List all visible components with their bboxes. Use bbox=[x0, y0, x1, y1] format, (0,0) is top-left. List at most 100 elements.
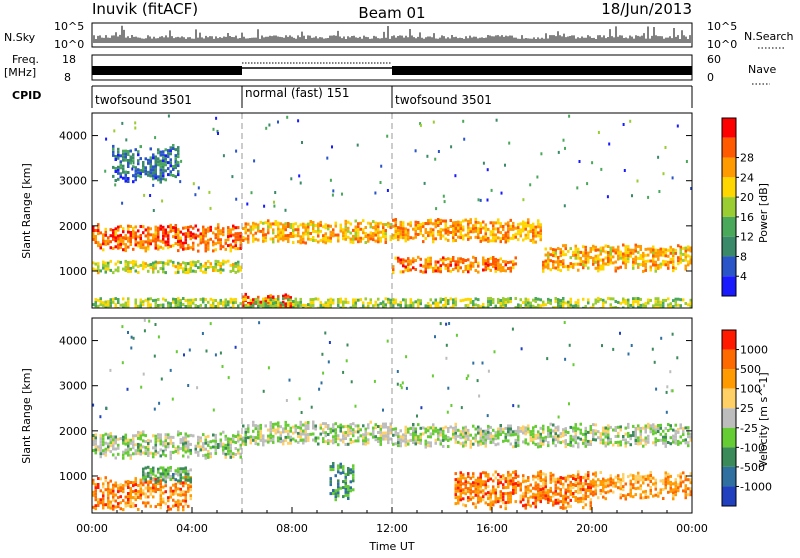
velocity-cell bbox=[534, 487, 537, 491]
velocity-cell bbox=[612, 347, 615, 351]
power-cell bbox=[187, 225, 190, 229]
power-cell bbox=[152, 174, 155, 178]
velocity-cell bbox=[537, 495, 540, 499]
power-cell bbox=[562, 306, 565, 308]
power-cell bbox=[94, 268, 97, 272]
power-cell bbox=[687, 245, 690, 249]
power-cell bbox=[434, 263, 437, 267]
power-cell bbox=[364, 306, 367, 308]
power-cell bbox=[667, 266, 670, 270]
velocity-cell bbox=[532, 435, 535, 439]
velocity-cell bbox=[644, 436, 647, 440]
power-cell bbox=[252, 236, 255, 240]
power-cell bbox=[424, 228, 427, 231]
velocity-cell bbox=[192, 434, 195, 438]
power-cell bbox=[659, 306, 662, 308]
velocity-cell bbox=[622, 435, 625, 438]
power-cell bbox=[507, 239, 510, 243]
velocity-cell bbox=[512, 470, 515, 474]
power-cell bbox=[634, 246, 637, 250]
power-cell bbox=[289, 305, 292, 308]
power-cell bbox=[162, 174, 165, 178]
power-cell bbox=[319, 229, 322, 233]
velocity-cell bbox=[217, 446, 220, 449]
velocity-cell bbox=[107, 445, 110, 449]
power-cell bbox=[632, 300, 635, 304]
velocity-cell bbox=[369, 432, 372, 436]
velocity-cell bbox=[544, 438, 547, 442]
velocity-cell bbox=[127, 480, 130, 483]
velocity-cell bbox=[349, 480, 352, 484]
power-cell bbox=[424, 222, 427, 225]
power-cell bbox=[474, 217, 477, 221]
velocity-cell bbox=[182, 493, 185, 497]
velocity-cell bbox=[549, 428, 552, 432]
power-cell bbox=[477, 221, 480, 225]
power-cell bbox=[562, 138, 565, 142]
power-cell bbox=[464, 233, 467, 237]
velocity-cell bbox=[92, 505, 95, 509]
power-cell bbox=[194, 270, 197, 274]
power-cell bbox=[102, 248, 105, 252]
power-cell bbox=[139, 169, 142, 173]
power-cell bbox=[209, 265, 212, 269]
power-cell bbox=[124, 237, 127, 241]
velocity-cell bbox=[674, 487, 677, 491]
power-cell bbox=[187, 271, 190, 275]
velocity-cell bbox=[619, 484, 622, 488]
velocity-cell bbox=[342, 465, 345, 469]
power-cell bbox=[152, 267, 155, 271]
power-cell bbox=[502, 266, 505, 269]
velocity-cell bbox=[269, 427, 272, 431]
power-cell bbox=[197, 243, 200, 247]
power-cell bbox=[104, 242, 107, 246]
power-cell bbox=[629, 251, 632, 255]
velocity-cell bbox=[607, 433, 610, 437]
velocity-cell bbox=[307, 427, 310, 430]
power-cell bbox=[452, 221, 455, 225]
velocity-cell bbox=[602, 426, 605, 430]
velocity-cell bbox=[337, 434, 340, 438]
velocity-cell bbox=[569, 486, 572, 490]
power-cell bbox=[614, 260, 617, 264]
velocity-cell bbox=[337, 491, 340, 495]
power-cell bbox=[97, 223, 100, 227]
power-cell bbox=[292, 306, 295, 308]
velocity-cell bbox=[342, 480, 345, 484]
velocity-cell bbox=[462, 488, 465, 492]
velocity-cell bbox=[229, 446, 232, 450]
velocity-cell bbox=[554, 483, 557, 487]
velocity-cell bbox=[104, 450, 107, 454]
velocity-cell bbox=[472, 442, 475, 446]
velocity-cell bbox=[399, 429, 402, 433]
power-cell bbox=[594, 254, 597, 258]
velocity-cell bbox=[677, 442, 680, 446]
power-cell bbox=[234, 232, 237, 236]
power-cell bbox=[177, 306, 180, 308]
power-cell bbox=[459, 221, 462, 225]
power-cell bbox=[192, 269, 195, 273]
velocity-cell bbox=[107, 499, 110, 503]
velocity-cell bbox=[499, 499, 502, 503]
power-cell bbox=[547, 300, 550, 304]
velocity-cell bbox=[502, 439, 505, 443]
velocity-cell bbox=[97, 498, 100, 501]
velocity-cell bbox=[539, 491, 542, 495]
velocity-cell bbox=[132, 490, 135, 494]
power-cell bbox=[227, 300, 230, 304]
power-cell bbox=[112, 271, 115, 275]
power-cell bbox=[474, 260, 477, 263]
velocity-cell bbox=[614, 441, 617, 444]
power-cell bbox=[562, 253, 565, 257]
power-cell bbox=[174, 227, 177, 230]
power-cell bbox=[289, 223, 292, 226]
power-cell bbox=[129, 243, 132, 246]
velocity-cell bbox=[689, 438, 692, 442]
velocity-cell bbox=[264, 424, 267, 428]
velocity-cell bbox=[347, 497, 350, 500]
velocity-cell bbox=[387, 432, 390, 436]
power-cell bbox=[354, 304, 357, 308]
power-cell bbox=[377, 240, 380, 244]
velocity-cell bbox=[674, 423, 677, 427]
velocity-cell bbox=[172, 473, 175, 476]
